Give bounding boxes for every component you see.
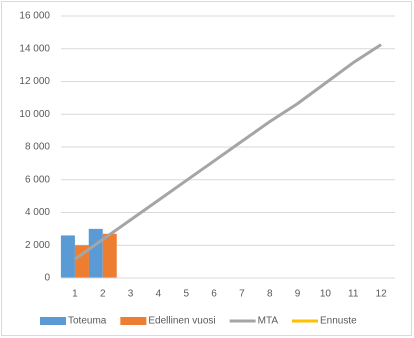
legend-swatch <box>120 317 147 325</box>
legend-label: Ennuste <box>320 316 357 327</box>
y-tick-label: 6 000 <box>25 174 50 185</box>
legend-label: MTA <box>258 316 279 327</box>
y-tick-label: 16 000 <box>19 11 50 22</box>
x-tick-label: 7 <box>239 289 245 300</box>
y-tick-label: 12 000 <box>19 76 50 87</box>
y-tick-label: 10 000 <box>19 109 50 120</box>
legend-label: Edellinen vuosi <box>148 316 215 327</box>
x-tick-label: 4 <box>156 289 162 300</box>
x-tick-label: 12 <box>376 289 388 300</box>
bar <box>60 235 75 278</box>
x-tick-label: 6 <box>211 289 217 300</box>
x-tick-label: 1 <box>72 289 78 300</box>
y-tick-label: 8 000 <box>25 142 50 153</box>
y-tick-label: 0 <box>44 273 50 284</box>
x-tick-label: 10 <box>320 289 332 300</box>
legend-label: Toteuma <box>68 316 107 327</box>
y-tick-label: 14 000 <box>19 43 50 54</box>
x-tick-label: 5 <box>183 289 189 300</box>
line <box>74 43 382 261</box>
x-tick-label: 9 <box>295 289 301 300</box>
y-tick-label: 2 000 <box>25 240 50 251</box>
bar <box>102 233 117 278</box>
x-tick-label: 3 <box>128 289 134 300</box>
bar <box>88 228 103 278</box>
x-tick-label: 2 <box>100 289 106 300</box>
x-tick-label: 8 <box>267 289 273 300</box>
legend-swatch <box>40 317 66 325</box>
x-tick-label: 11 <box>348 289 359 300</box>
y-tick-label: 4 000 <box>25 207 50 218</box>
